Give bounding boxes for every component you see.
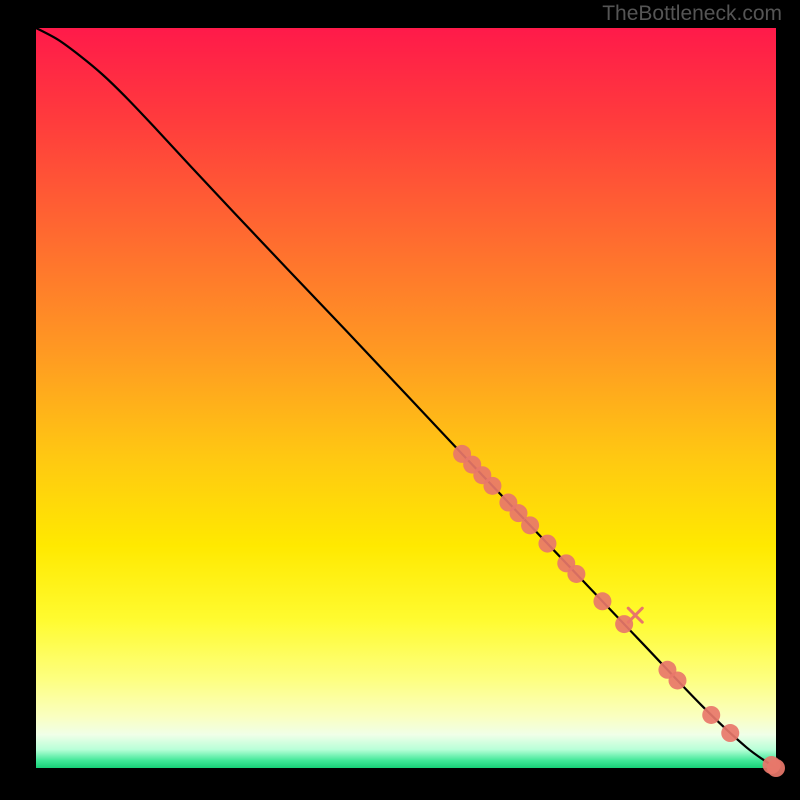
- plot-area: [36, 28, 785, 777]
- gradient-background: [36, 28, 776, 768]
- data-point: [567, 565, 585, 583]
- chart-frame: TheBottleneck.com: [0, 0, 800, 800]
- data-point: [668, 671, 686, 689]
- bottleneck-chart: [0, 0, 800, 800]
- data-point: [615, 615, 633, 633]
- data-point: [483, 477, 501, 495]
- data-point: [702, 706, 720, 724]
- data-point: [721, 724, 739, 742]
- data-point: [538, 535, 556, 553]
- data-point: [521, 516, 539, 534]
- data-point: [593, 592, 611, 610]
- data-point: [767, 759, 785, 777]
